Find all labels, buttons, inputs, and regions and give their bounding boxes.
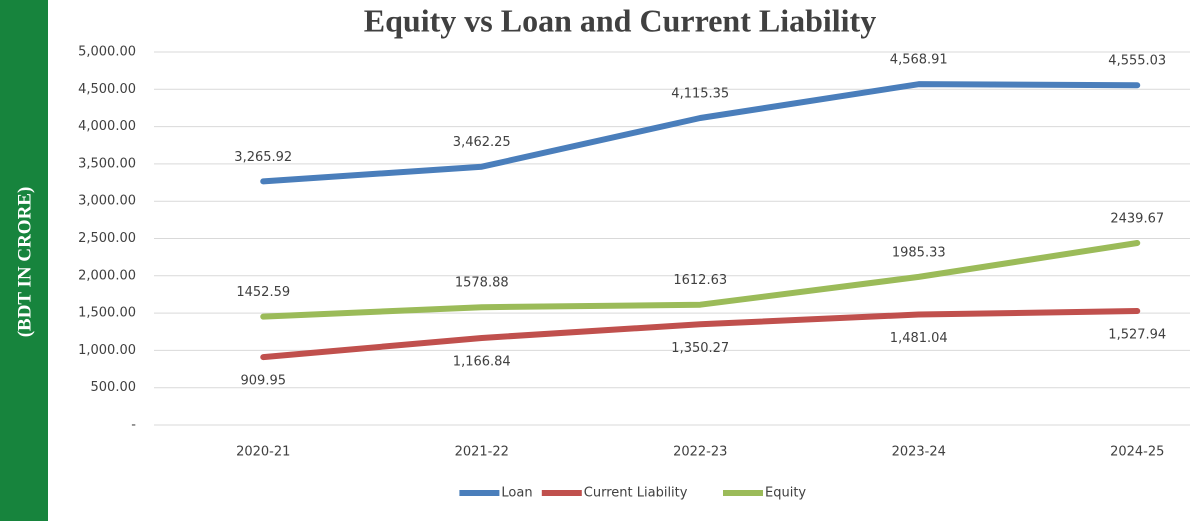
data-label: 1,166.84 xyxy=(453,354,511,369)
data-label: 3,462.25 xyxy=(453,135,511,150)
data-label: 909.95 xyxy=(241,374,287,389)
y-tick-label: 1,500.00 xyxy=(78,306,136,321)
data-label: 1,350.27 xyxy=(671,341,729,356)
x-tick-label: 2023-24 xyxy=(892,445,946,460)
x-tick-label: 2021-22 xyxy=(455,445,509,460)
legend-label: Equity xyxy=(765,486,806,501)
y-tick-label: 4,500.00 xyxy=(78,82,136,97)
series-line xyxy=(260,81,1141,185)
y-tick-label: - xyxy=(131,418,136,433)
series-line xyxy=(260,240,1141,320)
legend-label: Loan xyxy=(501,486,532,501)
y-tick-label: 3,000.00 xyxy=(78,194,136,209)
data-label: 4,555.03 xyxy=(1108,54,1166,69)
y-tick-label: 5,000.00 xyxy=(78,45,136,60)
y-tick-label: 3,500.00 xyxy=(78,156,136,171)
y-tick-label: 1,000.00 xyxy=(78,343,136,358)
y-tick-label: 500.00 xyxy=(91,380,137,395)
x-tick-label: 2020-21 xyxy=(236,445,290,460)
y-tick-label: 4,000.00 xyxy=(78,119,136,134)
data-label: 1,527.94 xyxy=(1108,328,1166,343)
y-tick-label: 2,000.00 xyxy=(78,268,136,283)
side-band xyxy=(0,0,48,521)
data-label: 3,265.92 xyxy=(234,150,292,165)
data-label: 1612.63 xyxy=(673,273,727,288)
data-label: 4,115.35 xyxy=(671,86,729,101)
data-label: 2439.67 xyxy=(1110,212,1164,227)
data-label: 1,481.04 xyxy=(890,331,948,346)
y-axis-title: (BDT IN CRORE) xyxy=(14,187,35,338)
data-label: 1578.88 xyxy=(455,276,509,291)
x-tick-label: 2024-25 xyxy=(1110,445,1164,460)
series-line xyxy=(260,308,1141,361)
chart-title: Equity vs Loan and Current Liability xyxy=(364,2,876,38)
data-label: 1985.33 xyxy=(892,245,946,260)
data-label: 4,568.91 xyxy=(890,53,948,68)
x-tick-label: 2022-23 xyxy=(673,445,727,460)
y-tick-label: 2,500.00 xyxy=(78,231,136,246)
data-label: 1452.59 xyxy=(236,285,290,300)
legend-label: Current Liability xyxy=(584,486,688,501)
